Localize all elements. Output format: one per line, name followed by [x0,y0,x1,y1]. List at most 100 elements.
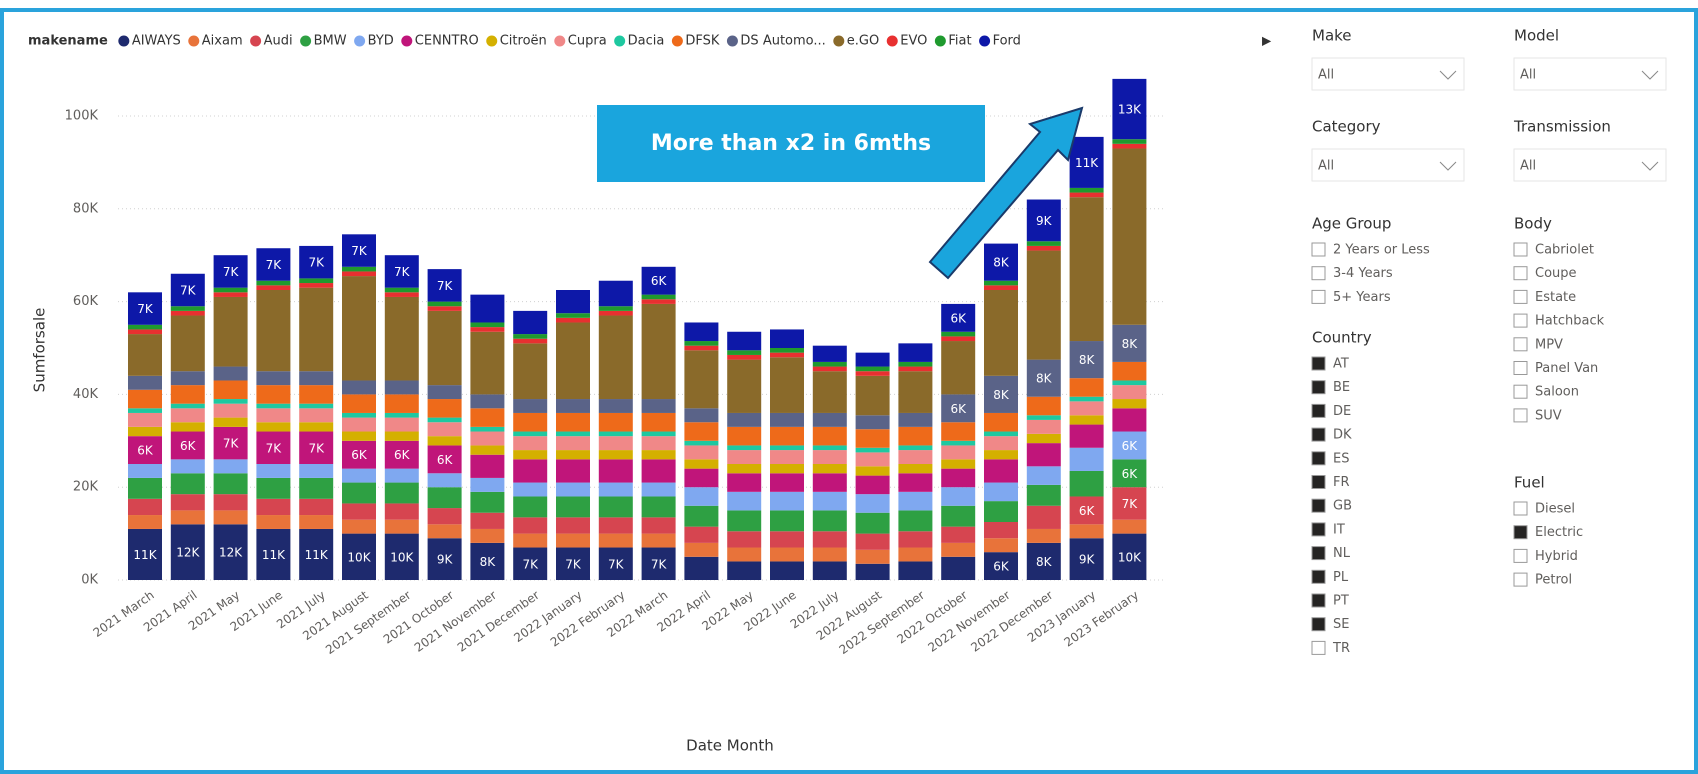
checkbox[interactable] [1311,451,1326,466]
bar-segment [812,547,847,562]
bar-segment [213,494,248,511]
bar-segment [170,403,205,409]
checkbox[interactable] [1311,427,1326,442]
checkbox-label[interactable]: DK [1333,428,1352,443]
bar-segment [213,426,248,460]
checkbox-label[interactable]: SE [1333,617,1349,632]
bar-segment [299,403,334,409]
checkbox[interactable] [1311,403,1326,418]
checkbox[interactable] [1513,289,1528,304]
checkbox-label[interactable]: Hybrid [1535,549,1578,564]
bar-segment [727,445,762,451]
dropdown[interactable] [1311,57,1465,91]
checkbox-label[interactable]: Diesel [1535,502,1575,517]
checkbox[interactable] [1513,408,1528,423]
data-label: 7K [351,244,368,258]
bar-segment [1026,415,1061,420]
checkbox-label[interactable]: 5+ Years [1333,290,1391,305]
checkbox-label[interactable]: Coupe [1535,266,1577,281]
checkbox[interactable] [1513,242,1528,257]
checkbox-label[interactable]: SUV [1535,408,1562,423]
checkbox[interactable] [1311,380,1326,395]
bar-segment [941,440,976,446]
checkbox-label[interactable]: Saloon [1535,385,1579,400]
bar-segment [299,528,334,580]
bar-segment [941,468,976,488]
y-tick-label: 40K [73,387,99,402]
legend-next[interactable]: ▶ [1262,34,1272,48]
checkbox-label[interactable]: 3-4 Years [1333,266,1393,281]
checkbox-label[interactable]: ES [1333,451,1349,466]
bar-segment [1069,415,1104,425]
checkbox-label[interactable]: MPV [1535,337,1563,352]
checkbox[interactable] [1513,572,1528,587]
bar-segment [256,431,291,464]
checkbox[interactable] [1513,525,1528,540]
checkbox-label[interactable]: BE [1333,380,1350,395]
bar-segment [898,366,933,372]
checkbox[interactable] [1513,266,1528,281]
checkbox[interactable] [1311,546,1326,561]
checkbox-label[interactable]: Electric [1535,525,1583,540]
checkbox[interactable] [1311,475,1326,489]
checkbox[interactable] [1311,569,1326,584]
checkbox[interactable] [1513,548,1528,563]
bar-segment [470,445,505,455]
checkbox[interactable] [1311,498,1326,513]
bar-segment [213,510,248,525]
checkbox-label[interactable]: Hatchback [1535,314,1605,329]
checkbox[interactable] [1513,313,1528,328]
checkbox-label[interactable]: DE [1333,404,1351,419]
checkbox-label[interactable]: AT [1333,357,1349,372]
checkbox[interactable] [1311,356,1326,371]
checkbox[interactable] [1311,593,1326,608]
checkbox[interactable] [1513,384,1528,399]
checkbox-label[interactable]: PT [1333,594,1349,609]
data-label: 7K [180,284,197,298]
checkbox[interactable] [1311,640,1326,655]
bar-segment [898,426,933,446]
checkbox-label[interactable]: NL [1333,546,1351,561]
bar-segment [556,533,590,548]
bar-segment [598,306,633,311]
checkbox-label[interactable]: Petrol [1535,573,1572,588]
checkbox-label[interactable]: Estate [1535,290,1576,305]
dropdown[interactable] [1513,148,1667,182]
checkbox[interactable] [1513,501,1528,516]
checkbox-label[interactable]: Panel Van [1535,361,1598,376]
checkbox[interactable] [1513,361,1528,375]
bar-segment [1112,361,1147,381]
bar-segment [770,547,804,562]
checkbox[interactable] [1513,337,1528,352]
checkbox-label[interactable]: IT [1333,522,1345,537]
data-label: 6K [1079,504,1096,518]
bar-segment [170,494,205,511]
checkbox-label[interactable]: FR [1333,475,1350,490]
data-label: 6K [180,439,197,453]
checkbox-label[interactable]: Cabriolet [1535,243,1594,258]
checkbox-label[interactable]: PL [1333,570,1349,585]
bar-segment [427,508,462,525]
legend-swatch [250,35,262,47]
checkbox[interactable] [1311,522,1326,537]
checkbox[interactable] [1311,617,1326,632]
bar-segment [384,287,419,293]
bar-segment [941,459,976,469]
slicer-title: Country [1312,329,1372,347]
checkbox-label[interactable]: 2 Years or Less [1333,243,1430,258]
bar-segment [1069,136,1104,188]
y-tick-label: 100K [65,109,99,124]
bar-segment [1112,519,1147,534]
bar-segment [855,366,890,372]
bar-segment [384,417,419,432]
checkbox[interactable] [1311,289,1326,304]
bar-segment [256,422,291,432]
dropdown[interactable] [1513,57,1667,91]
checkbox-label[interactable]: TR [1332,641,1350,656]
checkbox[interactable] [1311,266,1326,281]
slicer-title: Body [1514,215,1552,233]
dropdown[interactable] [1311,148,1465,182]
bar-segment [984,522,1018,539]
checkbox[interactable] [1311,242,1326,257]
checkbox-label[interactable]: GB [1333,499,1352,514]
